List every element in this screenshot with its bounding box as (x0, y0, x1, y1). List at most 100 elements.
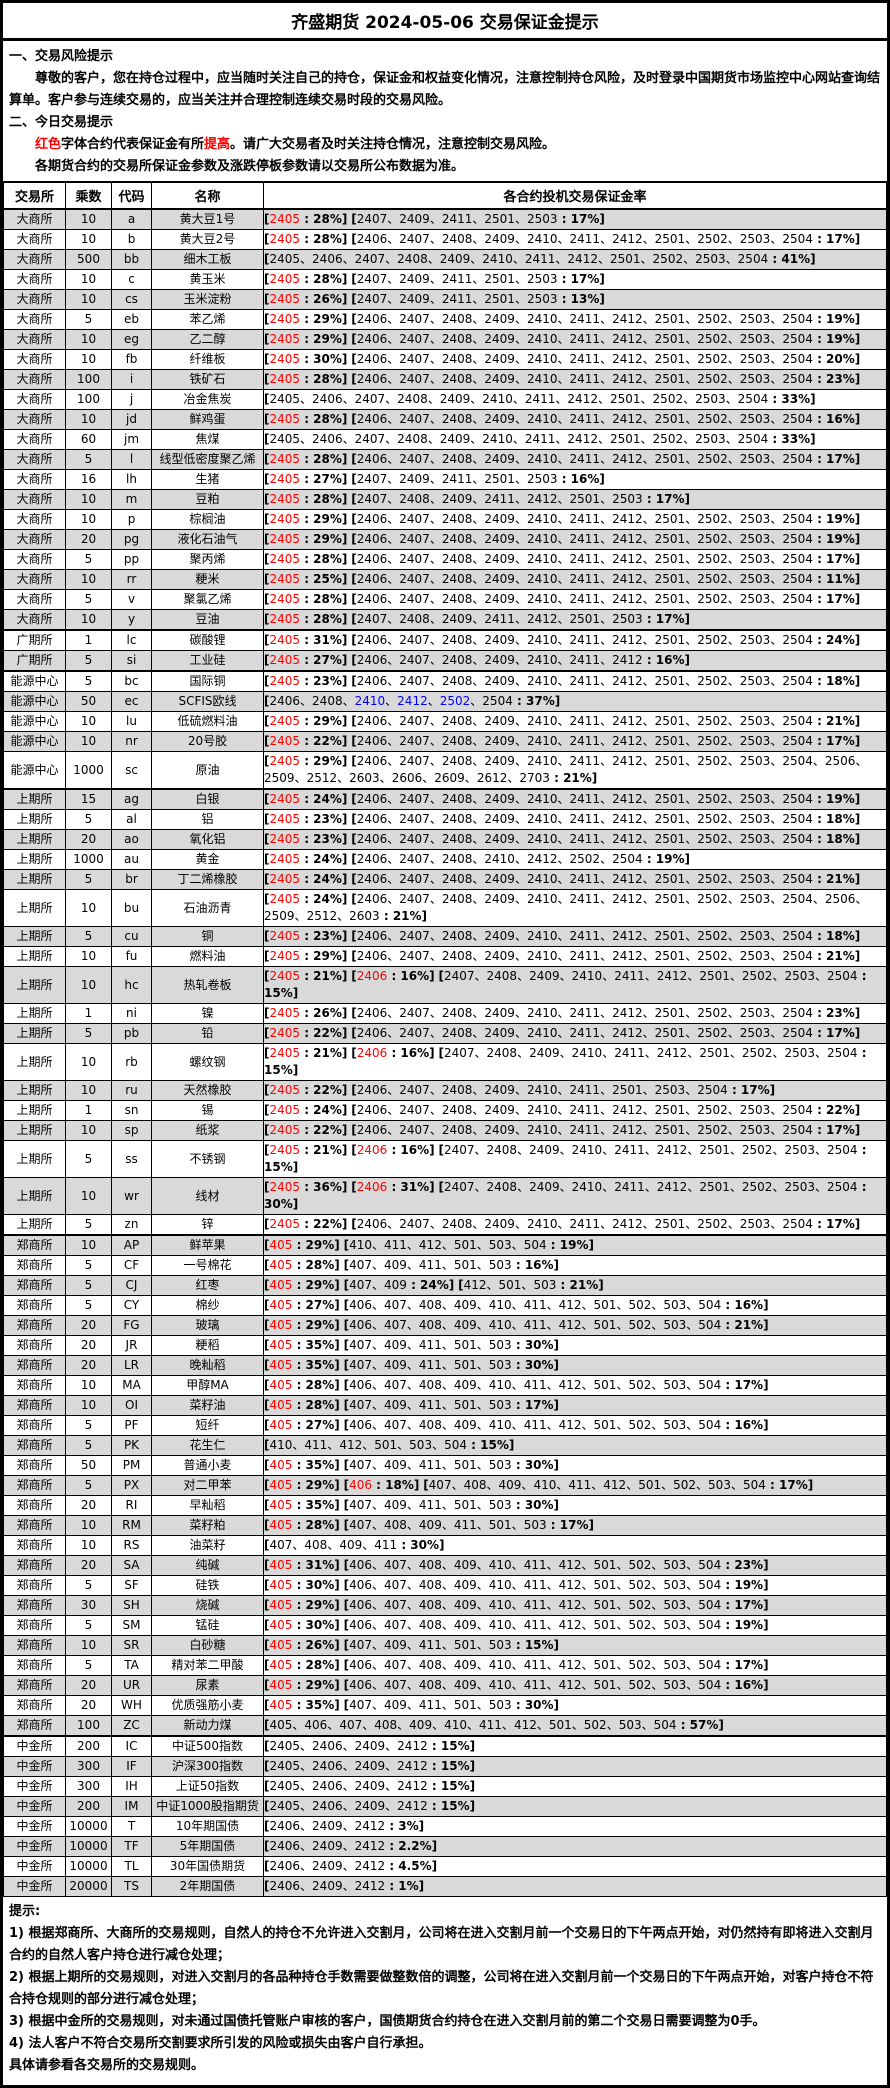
contract: 2412 (612, 674, 643, 688)
contract: 501 (593, 1298, 617, 1312)
exchange-cell: 能源中心 (3, 711, 66, 732)
contract: 2502 (697, 412, 728, 426)
contract: 2502 (697, 512, 728, 526)
table-row: 能源中心 1000 sc 原油 [2405 : 29%] [2406、2407、2408… (3, 751, 887, 790)
exchange-cell: 大商所 (3, 409, 66, 430)
margin-segment: [407、408、409、410、411、412、501、502、503、504… (423, 1478, 814, 1492)
exchange-cell: 上期所 (3, 926, 66, 947)
margin-cell: [2406、2409、2412 : 1%] (263, 1876, 887, 1897)
name-cell: 2年期国债 (151, 1876, 264, 1897)
table-row: 能源中心 50 ec SCFIS欧线 [2406、2408、2410、2412、2502… (3, 691, 887, 712)
margin-cell: [2405 : 29%] [2406、2407、2408、2409、2410、2… (263, 509, 887, 530)
margin-segment: [2405 : 22%] (264, 1217, 348, 1231)
contract: 2410 (482, 392, 513, 406)
contract: 2407 (356, 492, 388, 506)
contract: 2406 (356, 332, 388, 346)
raised-margin-contract: 2405 (269, 949, 301, 963)
multiplier-cell: 10 (65, 1535, 112, 1556)
margin-rate: : 24%] (300, 852, 348, 866)
margin-cell: [2405 : 28%] [2406、2407、2408、2409、2410、2… (263, 369, 887, 390)
multiplier-cell: 20 (65, 829, 112, 850)
contract: 412 (418, 1238, 442, 1252)
margin-rate: : 22%] (300, 734, 348, 748)
contract: 502 (628, 1658, 652, 1672)
margin-rate: : 30%] (511, 1698, 560, 1712)
name-cell: 新动力煤 (151, 1715, 264, 1737)
multiplier-cell: 20 (65, 1675, 112, 1696)
contract: 2407 (399, 532, 430, 546)
contract: 2410 (526, 1006, 558, 1020)
multiplier-cell: 10 (65, 1043, 112, 1081)
contract: 2406 (356, 1006, 388, 1020)
contract: 2406 (356, 812, 388, 826)
contract: 2501 (654, 1103, 686, 1117)
contract: 408 (384, 1518, 407, 1532)
contract: 2410 (526, 812, 558, 826)
margin-cell: [2406、2409、2412 : 4.5%] (263, 1856, 887, 1877)
multiplier-cell: 10 (65, 509, 112, 530)
raised-margin-contract: 405 (269, 1498, 293, 1512)
contract: 2409 (484, 352, 515, 366)
contract: 2503 (695, 392, 726, 406)
contract: 2407 (399, 852, 430, 866)
margin-segment: [406、407、408、409、410、411、412、501、502、503… (343, 1378, 769, 1392)
contract: 2412 (612, 552, 643, 566)
contract: 2409 (484, 812, 515, 826)
code-cell: c (111, 269, 152, 290)
contract: 407 (349, 1398, 372, 1412)
contract: 2501 (654, 572, 686, 586)
margin-segment: [405 : 27%] (264, 1418, 340, 1432)
contract: 2502 (741, 1046, 773, 1060)
name-cell: 生猪 (151, 469, 264, 490)
contract: 407 (384, 1618, 407, 1632)
contract: 2503 (739, 372, 771, 386)
margin-segment: [2406、2407、2408、2409、2410、2411、2412、2501… (351, 452, 861, 466)
contract: 412 (558, 1578, 582, 1592)
margin-table-body: 大商所 10 a 黄大豆1号 [2405 : 28%] [2407、2409、2411、… (3, 208, 887, 1897)
margin-cell: [2405 : 27%] [2406、2407、2408、2409、2410、2… (263, 650, 887, 672)
margin-rate: : 28%] (300, 492, 348, 506)
raised-margin-contract: 2405 (269, 452, 301, 466)
name-cell: SCFIS欧线 (151, 691, 264, 712)
margin-rate: : 17%] (765, 1478, 814, 1492)
name-cell: 红枣 (151, 1275, 264, 1296)
margin-segment: [407、409 : 24%] (343, 1278, 455, 1292)
name-cell: 精对苯二甲酸 (151, 1655, 264, 1676)
name-cell: 晚籼稻 (151, 1355, 264, 1376)
contract: 411 (523, 1418, 547, 1432)
contract: 2502 (697, 312, 728, 326)
margin-rate: : 2.2%] (385, 1839, 438, 1853)
margin-segment: [2405、2406、2409、2412 : 15%] (264, 1759, 476, 1773)
contract: 2502 (697, 872, 728, 886)
margin-cell: [2405 : 27%] [2407、2409、2411、2501、2503 :… (263, 469, 887, 490)
table-row: 上期所 10 sp 纸浆 [2405 : 22%] [2406、2407、2408、24… (3, 1120, 887, 1141)
contract: 2503 (739, 352, 771, 366)
contract: 2409 (484, 372, 515, 386)
contract: 2606 (391, 771, 423, 785)
margin-segment: [405 : 28%] (264, 1658, 340, 1672)
name-cell: 锌 (151, 1214, 264, 1236)
contract: 2407 (399, 412, 430, 426)
margin-rate: : 36%] (300, 1180, 348, 1194)
code-cell: lu (111, 711, 152, 732)
exchange-cell: 能源中心 (3, 751, 66, 790)
margin-segment: [2406、2409、2412 : 2.2%] (264, 1839, 438, 1853)
multiplier-cell: 5 (65, 1214, 112, 1236)
margin-rate: : 22%] (812, 1103, 861, 1117)
margin-rate: : 17%] (546, 1518, 594, 1532)
contract: 504 (698, 1418, 722, 1432)
contract: 2502 (652, 252, 684, 266)
margin-segment: [407、409、411、501、503 : 16%] (343, 1258, 560, 1272)
multiplier-cell: 10 (65, 1375, 112, 1396)
exchange-cell: 郑商所 (3, 1435, 66, 1456)
contract: 407 (349, 1258, 372, 1272)
contract: 501 (548, 1718, 572, 1732)
exchange-cell: 大商所 (3, 349, 66, 370)
contract: 2408 (399, 492, 430, 506)
table-row: 郑商所 20 JR 粳稻 [405 : 35%] [407、409、411、501、50… (3, 1335, 887, 1356)
contract: 2412 (612, 872, 643, 886)
contract: 2411 (569, 872, 601, 886)
contract: 501 (374, 1438, 398, 1452)
contract: 409 (384, 1698, 407, 1712)
margin-segment: [405 : 30%] (264, 1578, 340, 1592)
